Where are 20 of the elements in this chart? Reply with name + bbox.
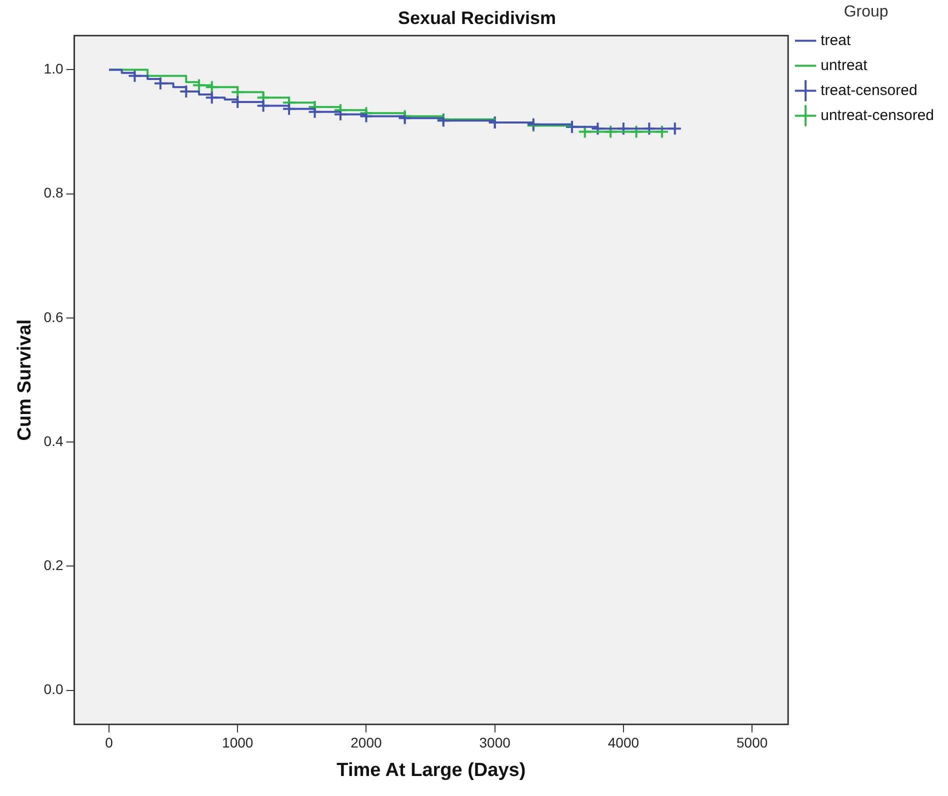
y-tick-label: 0.2: [44, 557, 64, 574]
legend-label: untreat-censored: [820, 106, 934, 124]
x-tick-label: 1000: [222, 734, 254, 751]
x-tick-label: 0: [105, 734, 114, 751]
x-tick-label: 4000: [608, 734, 640, 751]
y-tick-label: 1.0: [44, 60, 64, 77]
x-tick-label: 2000: [350, 734, 382, 751]
legend-label: treat: [820, 32, 852, 49]
x-axis-title: Time At Large (Days): [336, 760, 526, 781]
y-tick-label: 0.6: [44, 308, 64, 325]
x-tick-label: 3000: [479, 734, 511, 751]
legend-title: Group: [844, 3, 888, 20]
y-tick-label: 0.8: [44, 184, 64, 201]
y-tick-label: 0.0: [44, 681, 64, 698]
y-axis-title: Cum Survival: [14, 319, 36, 441]
legend-label: untreat: [820, 56, 868, 74]
chart-title: Sexual Recidivism: [398, 8, 556, 28]
y-tick-label: 0.4: [44, 432, 64, 449]
x-tick-label: 5000: [736, 734, 768, 751]
legend-label: treat-censored: [820, 82, 918, 99]
